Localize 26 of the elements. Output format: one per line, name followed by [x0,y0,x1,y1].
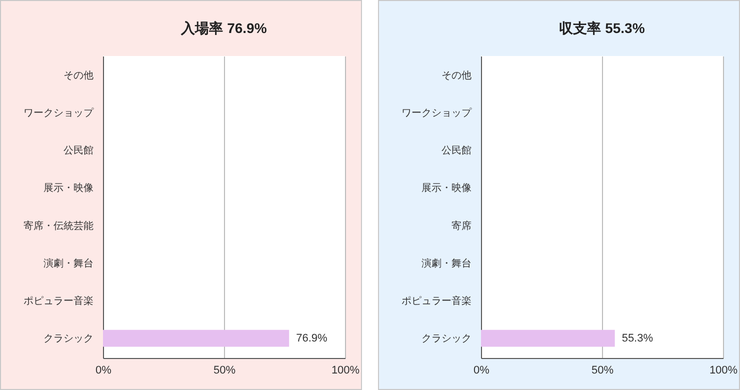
y-tick-label: 公民館 [64,144,94,157]
y-tick-label: 展示・映像 [422,182,472,194]
y-tick-label: その他 [64,70,94,82]
chart-title: 入場率 76.9% [180,20,268,36]
x-tick-label: 0% [96,364,112,376]
y-tick-label: クラシック [44,333,94,344]
data-label: 55.3% [622,332,654,344]
y-tick-label: 寄席 [452,220,472,232]
y-tick-label: その他 [442,70,472,82]
x-tick-label: 50% [591,364,614,376]
y-tick-label: ポピュラー音楽 [24,294,94,307]
chart-title: 収支率 55.3% [559,20,646,36]
y-tick-label: 演劇・舞台 [44,257,94,270]
x-tick-label: 100% [709,364,738,376]
y-tick-label: 公民館 [442,144,472,157]
y-tick-label: ワークショップ [24,107,94,120]
y-tick-label: 演劇・舞台 [422,257,472,270]
x-tick-label: 50% [213,364,236,376]
y-tick-label: 寄席・伝統芸能 [24,220,94,232]
data-label: 76.9% [296,332,328,344]
x-tick-label: 0% [474,364,490,376]
y-tick-label: クラシック [422,333,472,344]
x-tick-label: 100% [331,364,360,376]
y-tick-label: ポピュラー音楽 [402,294,472,307]
y-tick-label: ワークショップ [402,107,472,120]
y-tick-label: 展示・映像 [44,182,94,194]
